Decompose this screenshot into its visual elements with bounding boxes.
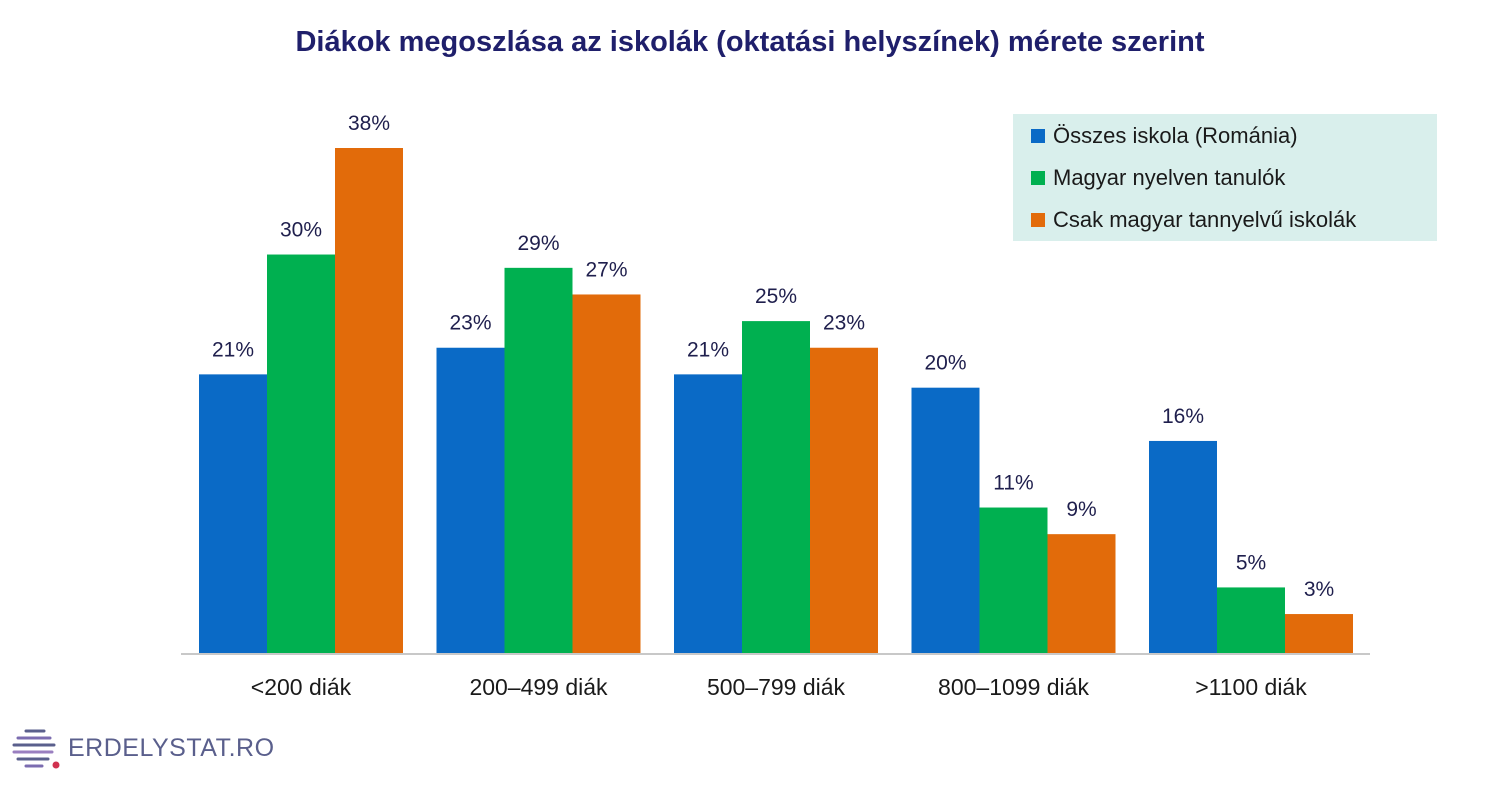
legend-swatch-orange	[1031, 213, 1045, 227]
bar-1-5	[1149, 440, 1217, 654]
legend-item-2: Magyar nyelven tanulók	[1031, 163, 1285, 193]
value-label-2-2: 29%	[517, 232, 559, 255]
logo-mark-icon	[12, 729, 60, 769]
bar-2-4	[979, 507, 1048, 654]
value-label-3-5: 3%	[1304, 578, 1334, 601]
bar-2-3	[742, 321, 810, 654]
legend-item-3: Csak magyar tannyelvű iskolák	[1031, 205, 1356, 235]
value-label-3-3: 23%	[823, 312, 865, 335]
legend-swatch-blue	[1031, 129, 1045, 143]
bar-1-1	[199, 374, 267, 654]
value-label-1-5: 16%	[1162, 405, 1204, 428]
value-label-2-3: 25%	[755, 285, 797, 308]
bar-1-4	[911, 387, 980, 654]
value-label-1-1: 21%	[212, 338, 254, 361]
value-label-2-4: 11%	[993, 472, 1033, 495]
legend-label-1: Összes iskola (Románia)	[1053, 123, 1298, 148]
bar-2-2	[504, 267, 573, 654]
legend-swatch-green	[1031, 171, 1045, 185]
bar-2-1	[267, 254, 335, 655]
bar-3-4	[1047, 534, 1116, 654]
category-label-4: 800–1099 diák	[938, 674, 1089, 700]
bars-group	[199, 148, 1353, 655]
erdelystat-logo: ERDELYSTAT.RO	[10, 723, 275, 773]
value-label-3-2: 27%	[585, 258, 627, 281]
bar-1-3	[674, 374, 742, 654]
category-label-3: 500–799 diák	[707, 674, 846, 700]
value-label-1-2: 23%	[449, 312, 491, 335]
value-label-3-4: 9%	[1066, 498, 1096, 521]
value-labels-group: 21% 30% 38% 23% 29% 27% 21% 25% 23% 20% 11% 9% 16% 5%…	[212, 112, 1334, 601]
bar-1-2	[436, 347, 505, 654]
logo-text: ERDELYSTAT.RO	[68, 733, 275, 762]
legend-label-3: Csak magyar tannyelvű iskolák	[1053, 207, 1357, 232]
bar-3-3	[810, 347, 878, 654]
category-labels-group: <200 diák 200–499 diák 500–799 diák 800–109…	[251, 674, 1307, 700]
category-label-2: 200–499 diák	[469, 674, 608, 700]
bar-3-1	[335, 148, 403, 654]
bar-2-5	[1217, 587, 1285, 654]
category-label-1: <200 diák	[251, 674, 352, 700]
value-label-2-5: 5%	[1236, 551, 1266, 574]
legend: Összes iskola (Románia) Magyar nyelven t…	[1013, 114, 1437, 241]
bar-3-5	[1285, 614, 1353, 654]
value-label-1-3: 21%	[687, 338, 729, 361]
value-label-1-4: 20%	[924, 352, 966, 375]
value-label-3-1: 38%	[348, 112, 390, 135]
category-label-5: >1100 diák	[1195, 674, 1307, 700]
bar-3-2	[572, 294, 641, 654]
value-label-2-1: 30%	[280, 219, 322, 242]
legend-label-2: Magyar nyelven tanulók	[1053, 165, 1286, 190]
chart-title: Diákok megoszlása az iskolák (oktatási h…	[295, 26, 1205, 58]
legend-item-1: Összes iskola (Románia)	[1031, 121, 1298, 151]
